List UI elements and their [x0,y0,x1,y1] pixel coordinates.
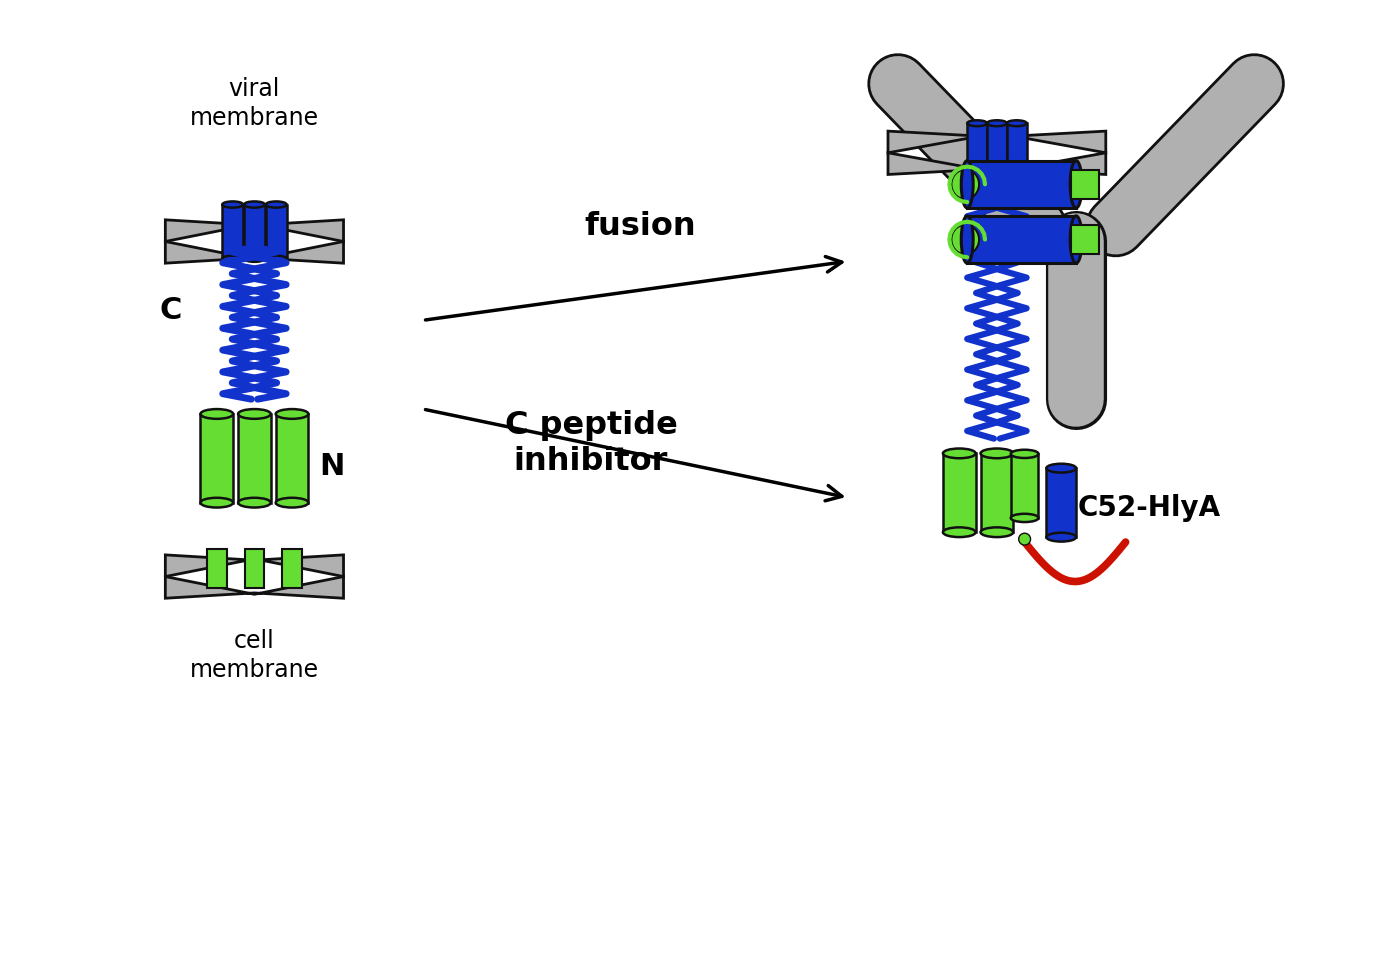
Ellipse shape [1046,464,1077,472]
Polygon shape [166,577,344,598]
Ellipse shape [223,201,243,208]
Bar [276,414,308,503]
Bar [245,549,264,588]
Bar [967,216,1077,263]
Bar [1071,170,1099,199]
Ellipse shape [200,409,234,419]
Ellipse shape [1007,170,1027,175]
Bar [238,414,271,503]
Ellipse shape [276,409,308,419]
Ellipse shape [943,448,976,458]
Ellipse shape [981,448,1013,458]
Ellipse shape [1046,533,1077,541]
Ellipse shape [238,409,271,419]
Ellipse shape [276,498,308,508]
Text: C: C [159,296,181,325]
Polygon shape [166,219,344,241]
Bar [1007,124,1027,172]
Ellipse shape [1019,534,1031,545]
Bar [967,124,987,172]
Ellipse shape [245,201,265,208]
Ellipse shape [981,527,1013,537]
Bar [981,453,1013,533]
Text: cell
membrane: cell membrane [189,628,319,682]
Ellipse shape [265,201,286,208]
Bar [265,205,286,259]
Bar [967,161,1077,208]
Polygon shape [889,131,1106,152]
Bar [987,124,1007,172]
Ellipse shape [943,527,976,537]
Ellipse shape [951,225,978,254]
Text: C peptide
inhibitor: C peptide inhibitor [504,410,677,477]
Ellipse shape [1010,513,1038,522]
Ellipse shape [1010,449,1038,458]
Ellipse shape [1007,121,1027,126]
Text: C52-HlyA: C52-HlyA [1078,493,1222,521]
Ellipse shape [967,121,987,126]
Ellipse shape [962,216,973,263]
Bar [223,205,243,259]
Polygon shape [166,555,344,577]
Ellipse shape [265,256,286,262]
Polygon shape [889,152,1106,174]
Polygon shape [166,241,344,263]
Ellipse shape [223,256,243,262]
Ellipse shape [1070,161,1082,208]
Text: N: N [319,451,344,481]
Ellipse shape [987,170,1007,175]
Ellipse shape [200,498,234,508]
Bar [1046,468,1077,537]
Text: fusion: fusion [585,211,697,242]
Ellipse shape [987,121,1007,126]
Ellipse shape [1070,216,1082,263]
Bar [245,205,265,259]
Ellipse shape [245,256,265,262]
Ellipse shape [967,170,987,175]
Bar [943,453,976,533]
Bar [200,414,234,503]
Text: viral
membrane: viral membrane [189,77,319,130]
Ellipse shape [951,170,978,199]
Bar [1071,225,1099,254]
Bar [1010,454,1038,518]
Bar [207,549,227,588]
Ellipse shape [238,498,271,508]
Ellipse shape [962,161,973,208]
Bar [282,549,301,588]
